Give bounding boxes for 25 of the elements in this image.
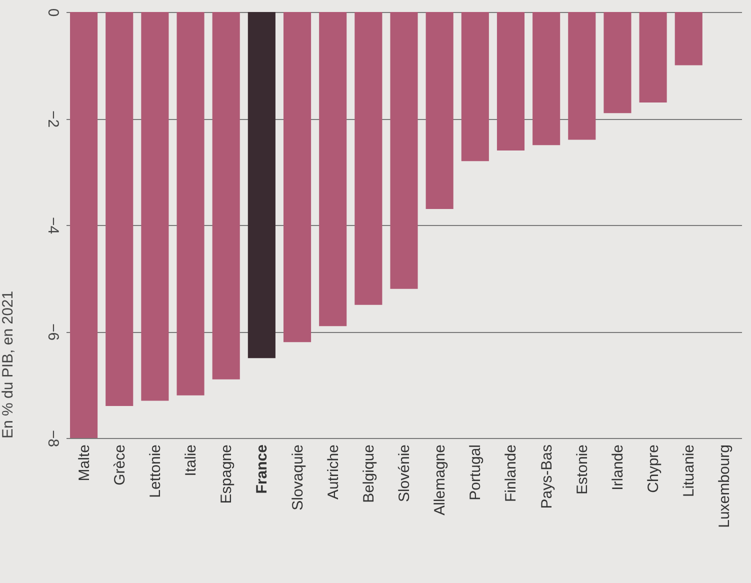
x-tick-label: Belgique — [360, 444, 378, 503]
y-tick-label: −4 — [44, 216, 62, 234]
x-tick-label: Grèce — [111, 444, 128, 486]
x-tick-label: Luxembourg — [716, 444, 734, 528]
x-tick-label: France — [254, 444, 271, 494]
x-tick-label: Slovaquie — [289, 444, 306, 510]
x-tick-label: Espagne — [218, 444, 236, 504]
x-tick-label: Autriche — [324, 444, 342, 500]
x-tick-label: Slovénie — [396, 444, 413, 502]
x-tick-label: Finlande — [502, 444, 520, 502]
x-tick-label: Italie — [182, 444, 200, 476]
x-tick-label: Lituanie — [680, 444, 698, 498]
x-tick-label: Portugal — [467, 444, 484, 500]
x-tick-label: Estonie — [574, 444, 591, 495]
x-tick-label: Pays-Bas — [538, 444, 556, 509]
x-tick-label: Irlande — [609, 444, 626, 490]
x-tick-label: Allemagne — [432, 444, 449, 516]
x-tick-label: Chypre — [645, 444, 662, 493]
x-tick-label: Lettonie — [146, 444, 164, 498]
y-tick-label: −8 — [44, 430, 62, 448]
y-tick-label: −6 — [44, 323, 62, 341]
y-tick-label: −2 — [44, 110, 62, 128]
x-tick-label: Malte — [76, 444, 93, 482]
y-tick-label: 0 — [44, 8, 62, 17]
y-axis-title: En % du PIB, en 2021 — [0, 290, 16, 438]
